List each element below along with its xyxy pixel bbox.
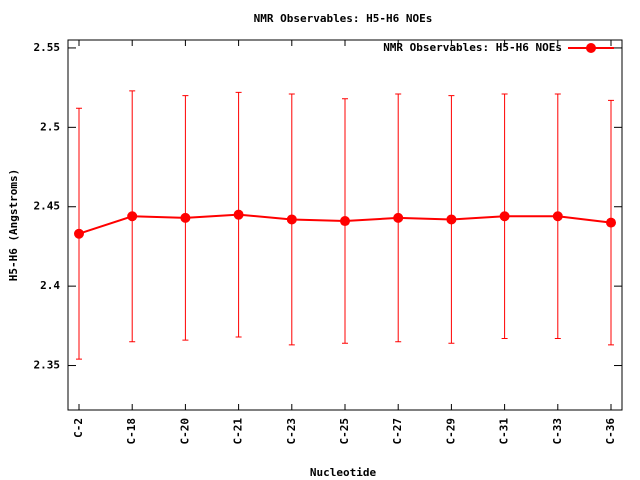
y-tick-label: 2.55	[34, 41, 61, 54]
x-tick-label: C-18	[125, 418, 138, 445]
data-point	[393, 212, 404, 223]
data-point	[127, 211, 138, 222]
x-tick-label: C-21	[232, 418, 245, 445]
data-point	[499, 211, 510, 222]
x-tick-label: C-33	[551, 418, 564, 445]
legend-label: NMR Observables: H5-H6 NOEs	[383, 41, 562, 54]
data-point	[180, 212, 191, 223]
x-tick-label: C-29	[444, 418, 457, 445]
y-tick-label: 2.5	[40, 120, 60, 133]
data-point	[286, 214, 297, 225]
x-axis-label: Nucleotide	[310, 466, 377, 479]
x-tick-label: C-2	[72, 418, 85, 438]
y-tick-label: 2.45	[34, 200, 61, 213]
x-tick-label: C-31	[498, 418, 511, 445]
x-tick-label: C-27	[391, 418, 404, 445]
data-point	[340, 216, 350, 227]
x-tick-label: C-20	[178, 418, 191, 445]
data-point	[552, 211, 563, 222]
y-tick-label: 2.4	[40, 279, 60, 292]
y-tick-label: 2.35	[34, 359, 61, 372]
chart-title: NMR Observables: H5-H6 NOEs	[254, 12, 433, 25]
x-tick-label: C-36	[604, 418, 617, 445]
legend-marker	[586, 43, 596, 53]
x-tick-label: C-25	[338, 418, 351, 445]
data-point	[606, 217, 616, 228]
data-point	[233, 209, 244, 220]
x-tick-label: C-23	[285, 418, 298, 445]
data-point	[446, 214, 457, 225]
y-axis-label: H5-H6 (Angstroms)	[7, 169, 20, 282]
data-point	[74, 228, 84, 239]
